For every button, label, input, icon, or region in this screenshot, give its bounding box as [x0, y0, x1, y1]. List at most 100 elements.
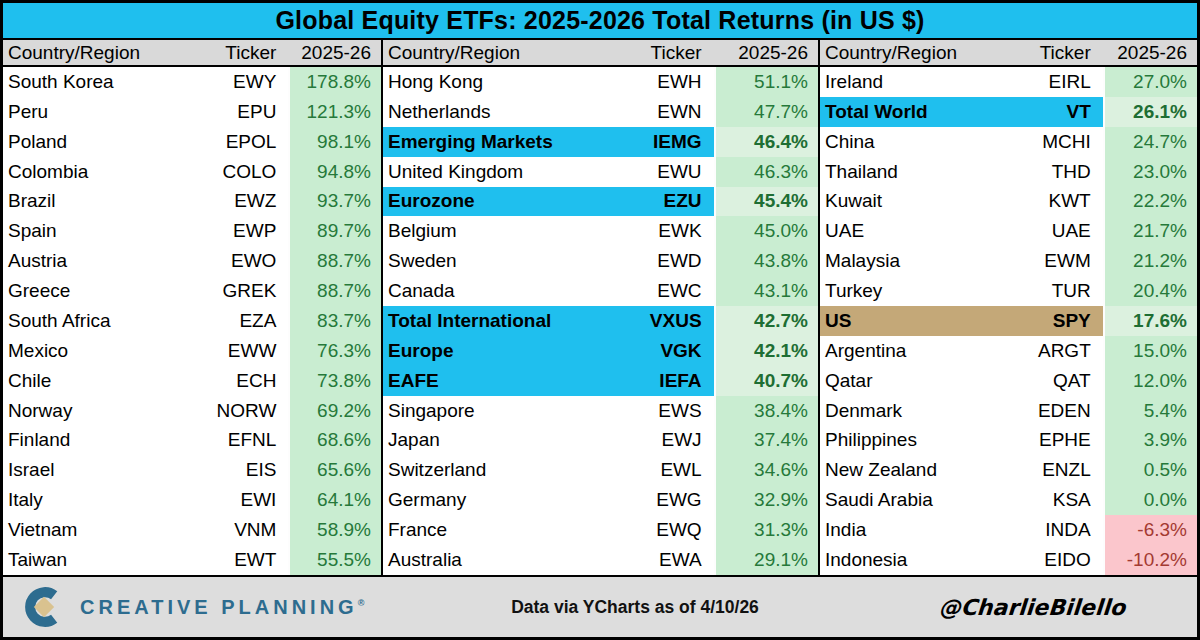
country-cell: Europe: [383, 336, 637, 366]
return-cell: 21.7%: [1103, 216, 1197, 246]
country-cell: Taiwan: [3, 545, 196, 575]
table-row: FranceEWQ31.3%: [383, 515, 818, 545]
creative-planning-logo-icon: [21, 584, 67, 630]
brand-wordmark: CREATIVE PLANNING®: [80, 596, 364, 619]
ticker-cell: THD: [1007, 157, 1103, 187]
etf-returns-board: Global Equity ETFs: 2025-2026 Total Retu…: [0, 0, 1200, 640]
column-header: 2025-26: [288, 42, 381, 64]
brand-area: CREATIVE PLANNING®: [3, 584, 403, 630]
return-cell: -6.3%: [1103, 515, 1197, 545]
country-cell: South Korea: [3, 67, 196, 97]
table-row: ChinaMCHI24.7%: [820, 127, 1197, 157]
ticker-cell: ECH: [196, 366, 289, 396]
country-cell: Denmark: [820, 396, 1007, 426]
country-cell: Kuwait: [820, 187, 1007, 217]
table-row: ChileECH73.8%: [3, 366, 381, 396]
country-cell: Germany: [383, 485, 637, 515]
tables: Country/RegionTicker2025-26South KoreaEW…: [3, 40, 1197, 575]
return-cell: 83.7%: [288, 306, 381, 336]
ticker-cell: EPOL: [196, 127, 289, 157]
country-cell: Total World: [820, 97, 1007, 127]
country-cell: Canada: [383, 276, 637, 306]
table-row: FinlandEFNL68.6%: [3, 426, 381, 456]
table-row: Total InternationalVXUS42.7%: [383, 306, 818, 336]
table-row: NorwayNORW69.2%: [3, 396, 381, 426]
return-cell: 37.4%: [714, 426, 818, 456]
ticker-cell: EPU: [196, 97, 289, 127]
return-cell: 55.5%: [288, 545, 381, 575]
table-row: AustraliaEWA29.1%: [383, 545, 818, 575]
table-row: IsraelEIS65.6%: [3, 455, 381, 485]
table-row: VietnamVNM58.9%: [3, 515, 381, 545]
ticker-cell: EWP: [196, 216, 289, 246]
registered-mark: ®: [358, 598, 365, 608]
country-cell: Netherlands: [383, 97, 637, 127]
return-cell: 0.5%: [1103, 455, 1197, 485]
ticker-cell: EWM: [1007, 246, 1103, 276]
table-row: AustriaEWO88.7%: [3, 246, 381, 276]
ticker-cell: EWW: [196, 336, 289, 366]
table-row: ThailandTHD23.0%: [820, 157, 1197, 187]
column-header: Country/Region: [3, 42, 196, 64]
ticker-cell: EWQ: [637, 515, 713, 545]
table-row: QatarQAT12.0%: [820, 366, 1197, 396]
page-title: Global Equity ETFs: 2025-2026 Total Retu…: [3, 3, 1197, 40]
country-cell: Mexico: [3, 336, 196, 366]
table-row: IrelandEIRL27.0%: [820, 67, 1197, 97]
return-cell: 20.4%: [1103, 276, 1197, 306]
return-cell: 43.8%: [714, 246, 818, 276]
table-row: PeruEPU121.3%: [3, 97, 381, 127]
table-row: UAEUAE21.7%: [820, 216, 1197, 246]
table-row: TaiwanEWT55.5%: [3, 545, 381, 575]
table-row: USSPY17.6%: [820, 306, 1197, 336]
return-cell: 34.6%: [714, 455, 818, 485]
country-cell: South Africa: [3, 306, 196, 336]
table-row: PolandEPOL98.1%: [3, 127, 381, 157]
table-row: SingaporeEWS38.4%: [383, 396, 818, 426]
table-row: CanadaEWC43.1%: [383, 276, 818, 306]
country-cell: Israel: [3, 455, 196, 485]
return-cell: 65.6%: [288, 455, 381, 485]
country-cell: Ireland: [820, 67, 1007, 97]
ticker-cell: SPY: [1007, 306, 1103, 336]
table-row: SwitzerlandEWL34.6%: [383, 455, 818, 485]
country-cell: Belgium: [383, 216, 637, 246]
return-cell: 27.0%: [1103, 67, 1197, 97]
country-cell: Eurozone: [383, 187, 637, 217]
ticker-cell: EIS: [196, 455, 289, 485]
column-header: 2025-26: [1103, 42, 1197, 64]
table-row: IndiaINDA-6.3%: [820, 515, 1197, 545]
table-row: PhilippinesEPHE3.9%: [820, 426, 1197, 456]
ticker-cell: ENZL: [1007, 455, 1103, 485]
column-header: 2025-26: [714, 42, 818, 64]
ticker-cell: IEMG: [637, 127, 713, 157]
return-cell: 31.3%: [714, 515, 818, 545]
return-cell: 64.1%: [288, 485, 381, 515]
country-cell: Switzerland: [383, 455, 637, 485]
ticker-cell: VXUS: [637, 306, 713, 336]
return-cell: 29.1%: [714, 545, 818, 575]
return-cell: 89.7%: [288, 216, 381, 246]
ticker-cell: EWL: [637, 455, 713, 485]
return-cell: 178.8%: [288, 67, 381, 97]
ticker-cell: EPHE: [1007, 426, 1103, 456]
table-row: BrazilEWZ93.7%: [3, 187, 381, 217]
country-cell: Thailand: [820, 157, 1007, 187]
table-row: EurozoneEZU45.4%: [383, 187, 818, 217]
ticker-cell: COLO: [196, 157, 289, 187]
return-cell: 47.7%: [714, 97, 818, 127]
table-row: New ZealandENZL0.5%: [820, 455, 1197, 485]
column-header: Country/Region: [820, 42, 1007, 64]
return-cell: 45.0%: [714, 216, 818, 246]
ticker-cell: EIRL: [1007, 67, 1103, 97]
country-cell: Chile: [3, 366, 196, 396]
ticker-cell: EWG: [637, 485, 713, 515]
ticker-cell: QAT: [1007, 366, 1103, 396]
return-cell: 45.4%: [714, 187, 818, 217]
return-cell: -10.2%: [1103, 545, 1197, 575]
etf-table-2: Country/RegionTicker2025-26Hong KongEWH5…: [383, 40, 820, 575]
return-cell: 32.9%: [714, 485, 818, 515]
ticker-cell: EIDO: [1007, 545, 1103, 575]
country-cell: Brazil: [3, 187, 196, 217]
country-cell: China: [820, 127, 1007, 157]
